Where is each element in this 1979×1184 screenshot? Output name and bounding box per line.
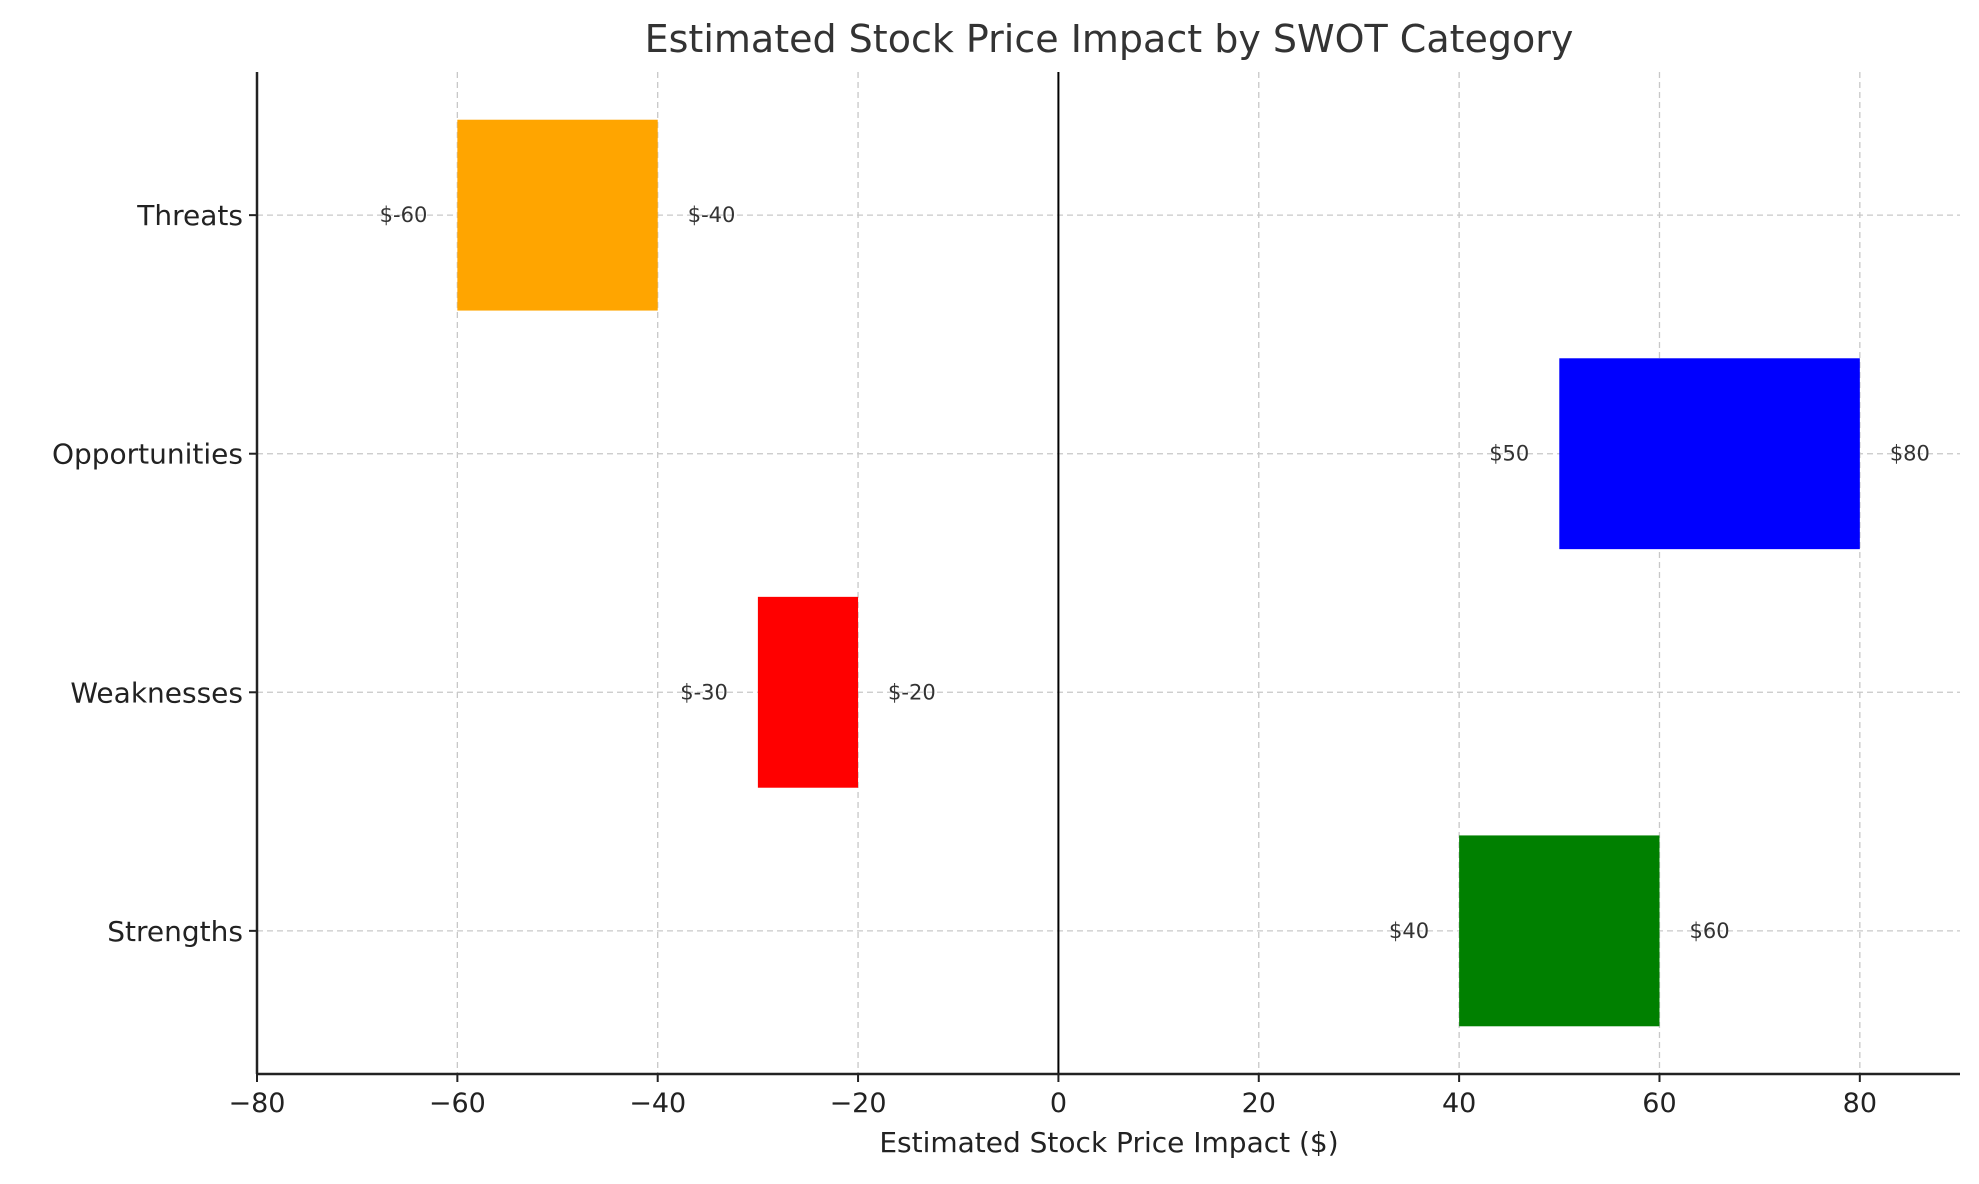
- chart-title: Estimated Stock Price Impact by SWOT Cat…: [645, 17, 1574, 61]
- bar-high-label: $80: [1890, 442, 1930, 466]
- bar-strengths: [1459, 835, 1660, 1027]
- x-tick-label: −40: [629, 1088, 686, 1119]
- bar-weaknesses: [757, 596, 859, 788]
- bar-threats: [457, 119, 658, 311]
- y-tick-label: Opportunities: [52, 438, 243, 471]
- x-tick-label: −60: [429, 1088, 486, 1119]
- bar-low-label: $-60: [380, 203, 428, 227]
- x-tick-label: 80: [1843, 1088, 1877, 1119]
- bar-high-label: $60: [1689, 919, 1729, 943]
- bar-high-label: $-20: [888, 680, 936, 704]
- y-tick-label: Threats: [136, 199, 243, 232]
- x-tick-label: −20: [830, 1088, 887, 1119]
- bar-low-label: $-30: [680, 680, 728, 704]
- x-tick-label: 0: [1050, 1088, 1067, 1119]
- bar-low-label: $50: [1489, 442, 1529, 466]
- bar-low-label: $40: [1389, 919, 1429, 943]
- x-tick-label: 40: [1442, 1088, 1476, 1119]
- bar-high-label: $-40: [688, 203, 736, 227]
- x-tick-label: −80: [229, 1088, 286, 1119]
- x-tick-label: 60: [1642, 1088, 1676, 1119]
- bar-opportunities: [1559, 358, 1860, 550]
- y-tick-label: Weaknesses: [70, 676, 243, 709]
- y-tick-label: Strengths: [107, 915, 243, 948]
- x-axis-label: Estimated Stock Price Impact ($): [879, 1126, 1338, 1159]
- x-tick-label: 20: [1242, 1088, 1276, 1119]
